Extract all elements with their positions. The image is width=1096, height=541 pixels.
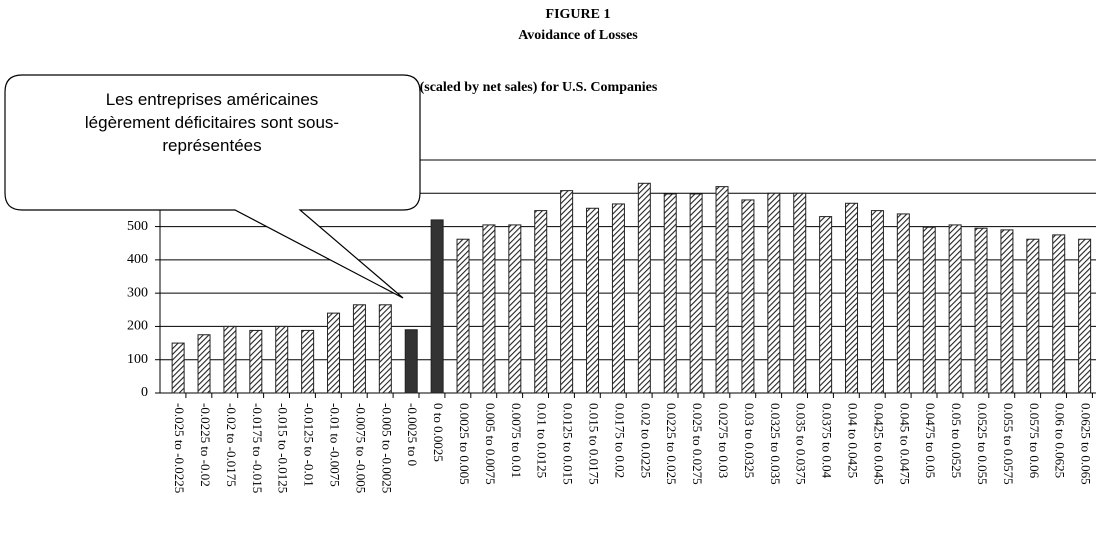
bar (819, 216, 833, 394)
x-tick-label: 0.0575 to 0.06 (1027, 403, 1042, 479)
bar (430, 219, 444, 394)
x-tick-label: 0.0625 to 0.065 (1079, 403, 1094, 485)
bar (1026, 238, 1040, 394)
bar (482, 224, 496, 394)
bar (171, 342, 185, 394)
bar (974, 227, 988, 394)
x-tick-label: 0.035 to 0.0375 (794, 403, 809, 485)
callout: Les entreprises américaines légèrement dé… (4, 74, 421, 299)
x-tick-label: 0.055 to 0.0575 (1001, 403, 1016, 485)
bar (663, 193, 677, 394)
bar (715, 186, 729, 394)
y-tick-label: 100 (127, 352, 148, 367)
x-tick-label: 0.0175 to 0.02 (612, 403, 627, 478)
callout-bubble (4, 74, 421, 299)
x-tick-label: 0.0225 to 0.025 (664, 403, 679, 485)
bar (249, 329, 263, 394)
y-tick-label: 200 (127, 319, 148, 334)
bar (1000, 229, 1014, 394)
bar (586, 207, 600, 394)
x-tick-label: 0.0075 to 0.01 (509, 403, 524, 478)
bar (378, 304, 392, 394)
bar (456, 238, 470, 394)
x-tick-label: 0.0275 to 0.03 (716, 403, 731, 478)
bar (896, 213, 910, 394)
bar (223, 325, 237, 394)
x-tick-label: 0.03 to 0.0325 (742, 403, 757, 478)
x-tick-label: 0.02 to 0.0225 (638, 403, 653, 478)
chart-title: FIGURE 1 (546, 7, 611, 22)
y-tick-label: 500 (127, 219, 148, 234)
bar (301, 329, 315, 394)
y-tick-label: 300 (127, 285, 148, 300)
x-tick-label: -0.025 to -0.0225 (172, 403, 187, 493)
x-tick-label: 0.0425 to 0.045 (871, 403, 886, 485)
bar (352, 304, 366, 394)
bar (767, 192, 781, 394)
y-tick-label: 400 (127, 252, 148, 267)
x-tick-label: 0.015 to 0.0175 (587, 403, 602, 485)
x-tick-label: 0.06 to 0.0625 (1053, 403, 1068, 478)
x-tick-label: -0.01 to -0.0075 (328, 403, 343, 487)
bar (741, 199, 755, 394)
x-tick-label: 0.045 to 0.0475 (897, 403, 912, 485)
bar (611, 203, 625, 394)
bar (1078, 238, 1092, 394)
bar (560, 190, 574, 394)
chart-caption: come (scaled by net sales) for U.S. Comp… (385, 80, 658, 95)
x-tick-label: -0.0025 to 0 (405, 403, 420, 466)
x-tick-label: -0.0125 to -0.01 (302, 403, 317, 487)
plot-area: 0100200300400500600700-0.025 to -0.0225-… (127, 152, 1096, 493)
bar (845, 202, 859, 394)
x-tick-label: 0.05 to 0.0525 (949, 403, 964, 478)
bar (922, 226, 936, 394)
x-tick-label: 0.0125 to 0.015 (561, 403, 576, 485)
x-tick-label: 0.005 to 0.0075 (483, 403, 498, 485)
x-tick-label: 0.0375 to 0.04 (820, 403, 835, 479)
annotation-line: Les entreprises américaines (106, 90, 319, 109)
bar (870, 210, 884, 394)
bar (637, 182, 651, 394)
x-tick-label: -0.005 to -0.0025 (379, 403, 394, 493)
x-tick-label: 0.01 to 0.0125 (535, 403, 550, 478)
x-tick-label: 0.025 to 0.0275 (690, 403, 705, 485)
bar (534, 210, 548, 394)
x-tick-label: 0.04 to 0.0425 (846, 403, 861, 478)
bar (508, 224, 522, 394)
bar (1052, 234, 1066, 394)
x-tick-label: 0 to 0.0025 (431, 403, 446, 462)
bar (327, 312, 341, 394)
bar (404, 329, 418, 394)
annotation-line: légèrement déficitaires sont sous- (85, 113, 339, 132)
x-tick-label: -0.02 to -0.0175 (224, 403, 239, 487)
bar (275, 325, 289, 394)
bar (793, 192, 807, 394)
bar (948, 224, 962, 394)
x-tick-label: 0.0325 to 0.035 (768, 403, 783, 485)
chart-subtitle: Avoidance of Losses (518, 28, 638, 43)
x-tick-label: 0.0475 to 0.05 (923, 403, 938, 478)
x-tick-label: 0.0025 to 0.005 (457, 403, 472, 485)
x-tick-label: 0.0525 to 0.055 (975, 403, 990, 485)
x-tick-label: -0.0175 to -0.015 (250, 403, 265, 493)
annotation-line: représentées (162, 136, 261, 155)
x-tick-label: -0.0225 to -0.02 (198, 403, 213, 487)
bar (689, 193, 703, 394)
x-tick-label: -0.015 to -0.0125 (276, 403, 291, 493)
y-tick-label: 0 (141, 385, 148, 400)
bar (197, 334, 211, 394)
x-tick-label: -0.0075 to -0.005 (353, 403, 368, 493)
